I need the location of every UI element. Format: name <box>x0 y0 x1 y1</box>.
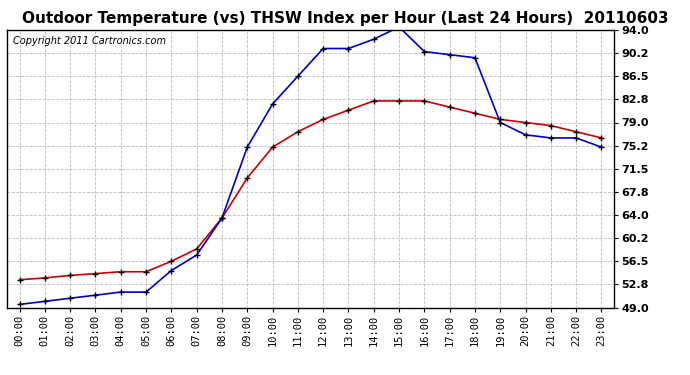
Text: Outdoor Temperature (vs) THSW Index per Hour (Last 24 Hours)  20110603: Outdoor Temperature (vs) THSW Index per … <box>21 11 669 26</box>
Text: Copyright 2011 Cartronics.com: Copyright 2011 Cartronics.com <box>13 36 166 45</box>
